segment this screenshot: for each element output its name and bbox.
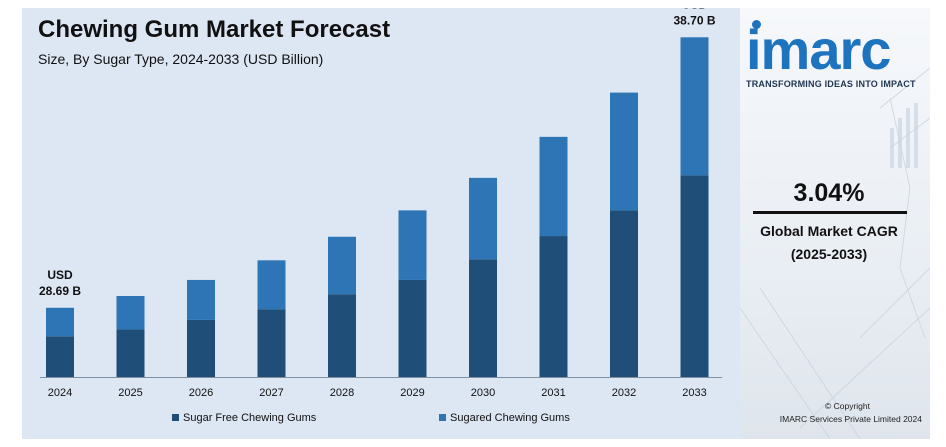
x-tick-label: 2028 [330, 387, 354, 399]
cagr-divider [753, 211, 907, 214]
bar-sugar-free-2029 [398, 279, 427, 377]
bar-sugar-free-2032 [610, 210, 638, 377]
data-label-2024-line2: 28.69 B [39, 284, 81, 298]
cagr-value: 3.04% [793, 179, 865, 207]
x-tick-label: 2029 [400, 387, 424, 399]
x-tick-label: 2025 [118, 387, 142, 399]
x-tick-label: 2032 [612, 387, 636, 399]
bar-sugared-2024 [46, 307, 74, 337]
copyright-company: IMARC Services Private Limited 2024 [779, 414, 922, 424]
bar-sugared-2032 [610, 92, 638, 211]
brand-tagline: TRANSFORMING IDEAS INTO IMPACT [746, 79, 916, 89]
legend-swatch-sugared [439, 414, 446, 421]
bar-sugared-2026 [187, 279, 215, 320]
x-tick-label: 2024 [48, 387, 72, 399]
side-panel: imarc TRANSFORMING IDEAS INTO IMPACT 3.0… [740, 8, 930, 439]
bar-chart: 2024 2025 2026 2027 2028 2029 2030 2031 2032 2033… [39, 8, 722, 424]
bar-sugared-2029 [398, 210, 427, 280]
logo-dot-icon [752, 20, 761, 29]
data-label-2033-line2: 38.70 B [673, 13, 715, 27]
data-label-2024-line1: USD [47, 268, 73, 282]
chart-title: Chewing Gum Market Forecast [38, 16, 391, 43]
x-tick-label: 2031 [541, 387, 565, 399]
bar-sugar-free-2030 [469, 259, 497, 377]
bar-sugar-free-2028 [328, 294, 356, 377]
x-tick-label: 2027 [259, 387, 283, 399]
bar-sugar-free-2024 [46, 336, 74, 377]
bar-sugared-2025 [116, 295, 145, 330]
data-label-2033-line1: USD [682, 8, 708, 11]
legend-label-sugared: Sugared Chewing Gums [450, 412, 570, 424]
imarc-logo: imarc TRANSFORMING IDEAS INTO IMPACT [740, 8, 930, 98]
bar-sugared-2033 [680, 37, 709, 176]
legend-label-sugar-free: Sugar Free Chewing Gums [183, 412, 317, 424]
chart-panel: Chewing Gum Market Forecast Size, By Sug… [22, 8, 740, 439]
bar-sugar-free-2025 [116, 329, 145, 377]
chart-subtitle: Size, By Sugar Type, 2024-2033 (USD Bill… [38, 51, 324, 67]
cagr-period: (2025-2033) [790, 246, 868, 262]
x-tick-label: 2033 [682, 387, 706, 399]
copyright: © Copyright [824, 401, 870, 411]
bar-sugared-2027 [257, 260, 286, 310]
bar-sugar-free-2033 [680, 175, 709, 377]
bar-sugar-free-2031 [539, 236, 568, 377]
bar-sugared-2030 [469, 177, 497, 260]
cagr-label: Global Market CAGR [760, 223, 898, 239]
x-tick-label: 2026 [189, 387, 213, 399]
bar-sugared-2028 [328, 236, 356, 295]
bar-sugar-free-2026 [187, 319, 215, 377]
x-tick-label: 2030 [471, 387, 495, 399]
decorative-background [740, 67, 930, 439]
brand-name: imarc [746, 18, 891, 81]
legend-swatch-sugar-free [172, 414, 179, 421]
bar-sugared-2031 [539, 136, 568, 237]
bar-sugar-free-2027 [257, 309, 286, 377]
